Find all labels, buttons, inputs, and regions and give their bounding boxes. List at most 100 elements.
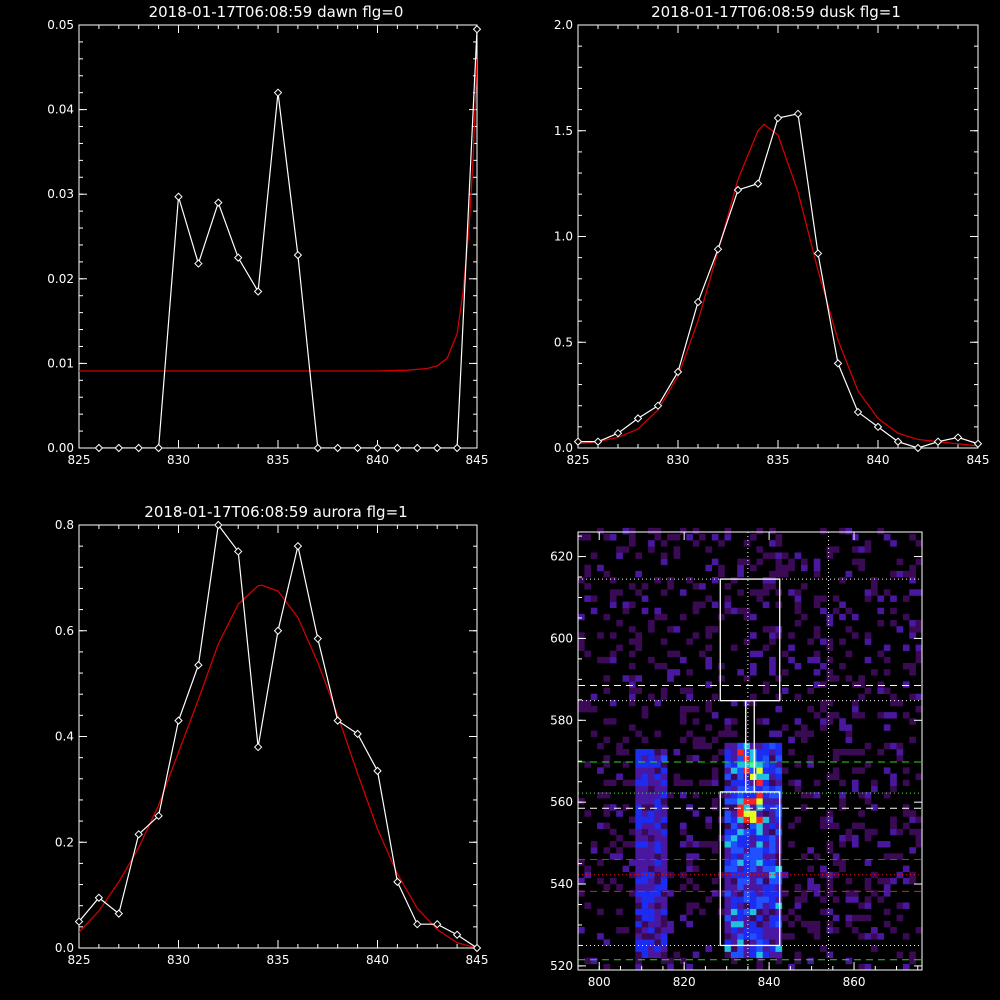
- heat-cell: [635, 865, 643, 873]
- heat-cell: [635, 755, 643, 762]
- heat-cell: [896, 570, 904, 578]
- heat-cell: [648, 767, 655, 774]
- heat-cell: [648, 791, 655, 799]
- heat-cell: [648, 779, 655, 787]
- heat-cell: [807, 957, 815, 965]
- heat-cell: [667, 791, 674, 799]
- data-point: [673, 367, 683, 377]
- heat-cell: [597, 767, 604, 774]
- x-tick-label: 820: [673, 975, 696, 989]
- heat-cell: [654, 859, 662, 866]
- heat-cell: [584, 810, 592, 817]
- fit-curve: [79, 58, 477, 372]
- heat-cell: [679, 957, 687, 965]
- heat-cell: [648, 927, 655, 934]
- heat-cell: [896, 558, 904, 566]
- heat-cell: [686, 834, 693, 842]
- heat-cell: [737, 945, 744, 952]
- heat-cell: [743, 902, 751, 909]
- heat-cell: [743, 607, 751, 615]
- heat-cell: [597, 632, 604, 639]
- heat-cell: [756, 896, 764, 903]
- heat-cell: [635, 632, 643, 639]
- data-point: [373, 443, 382, 453]
- heat-cell: [660, 638, 668, 645]
- heat-cell: [673, 650, 681, 658]
- heat-cell: [826, 712, 834, 719]
- heat-cell: [909, 693, 916, 701]
- heat-cell: [909, 871, 916, 879]
- heat-cell: [584, 705, 592, 713]
- heat-cell: [641, 945, 649, 952]
- heat-cell: [737, 877, 744, 885]
- heat-cell: [762, 902, 770, 909]
- heat-cell: [718, 730, 725, 737]
- heat-cell: [711, 558, 719, 566]
- heat-cell: [597, 564, 604, 572]
- heat-cell: [902, 810, 910, 817]
- heat-cell: [603, 810, 611, 817]
- heat-cell: [724, 742, 732, 750]
- heat-cell: [832, 773, 840, 780]
- heat-cell: [590, 847, 598, 854]
- heat-cell: [788, 841, 795, 848]
- heat-cell: [724, 724, 732, 731]
- x-tick-label: 840: [867, 453, 890, 467]
- heat-cell: [756, 755, 764, 762]
- heat-cell: [743, 791, 751, 799]
- heat-cell: [883, 724, 891, 731]
- heat-cell: [813, 712, 821, 719]
- heat-cell: [769, 552, 776, 559]
- heat-cell: [635, 859, 643, 866]
- data-point: [613, 428, 623, 438]
- heat-cell: [705, 779, 713, 787]
- heat-cell: [673, 779, 681, 787]
- heat-cell: [775, 884, 783, 891]
- heat-cell: [654, 613, 662, 621]
- heat-cell: [851, 767, 859, 774]
- heat-cell: [826, 810, 834, 817]
- heat-cell: [896, 748, 904, 756]
- heat-cell: [762, 847, 770, 854]
- heat-cell: [597, 822, 604, 830]
- heat-cell: [737, 669, 744, 676]
- x-tick-label: 825: [567, 453, 590, 467]
- heat-cell: [826, 699, 834, 707]
- heat-cell: [750, 564, 757, 572]
- heat-cell: [756, 884, 764, 891]
- data-point: [893, 437, 903, 446]
- heat-cell: [813, 791, 821, 799]
- heat-cell: [730, 859, 738, 866]
- heat-cell: [724, 927, 732, 934]
- heat-cell: [692, 902, 700, 909]
- heat-cell: [896, 914, 904, 922]
- heat-cell: [705, 699, 713, 707]
- heat-cell: [660, 804, 668, 811]
- heat-cell: [730, 767, 738, 774]
- heat-cell: [660, 767, 668, 774]
- heat-cell: [839, 834, 846, 842]
- heat-cell: [628, 871, 636, 879]
- heat-cell: [775, 939, 783, 946]
- heat-cell: [820, 822, 827, 830]
- heat-cell: [641, 779, 649, 787]
- heat-cell: [699, 908, 706, 916]
- heat-cell: [654, 699, 662, 707]
- heat-cell: [730, 896, 738, 903]
- heat-cell: [737, 884, 744, 891]
- heat-cell: [800, 804, 808, 811]
- heat-cell: [578, 890, 585, 897]
- heat-cell: [660, 810, 668, 817]
- heat-cell: [769, 822, 776, 830]
- y-tick-label: 1.0: [554, 230, 573, 244]
- heat-cell: [737, 564, 744, 572]
- heat-cell: [902, 933, 910, 940]
- data-point: [154, 811, 163, 821]
- heat-cell: [775, 755, 783, 762]
- heat-cell: [654, 902, 662, 909]
- heat-cell: [813, 927, 821, 934]
- heat-cell: [762, 945, 770, 952]
- heat-cell: [590, 552, 598, 559]
- heat-cell: [628, 681, 636, 688]
- heat-cell: [711, 577, 719, 584]
